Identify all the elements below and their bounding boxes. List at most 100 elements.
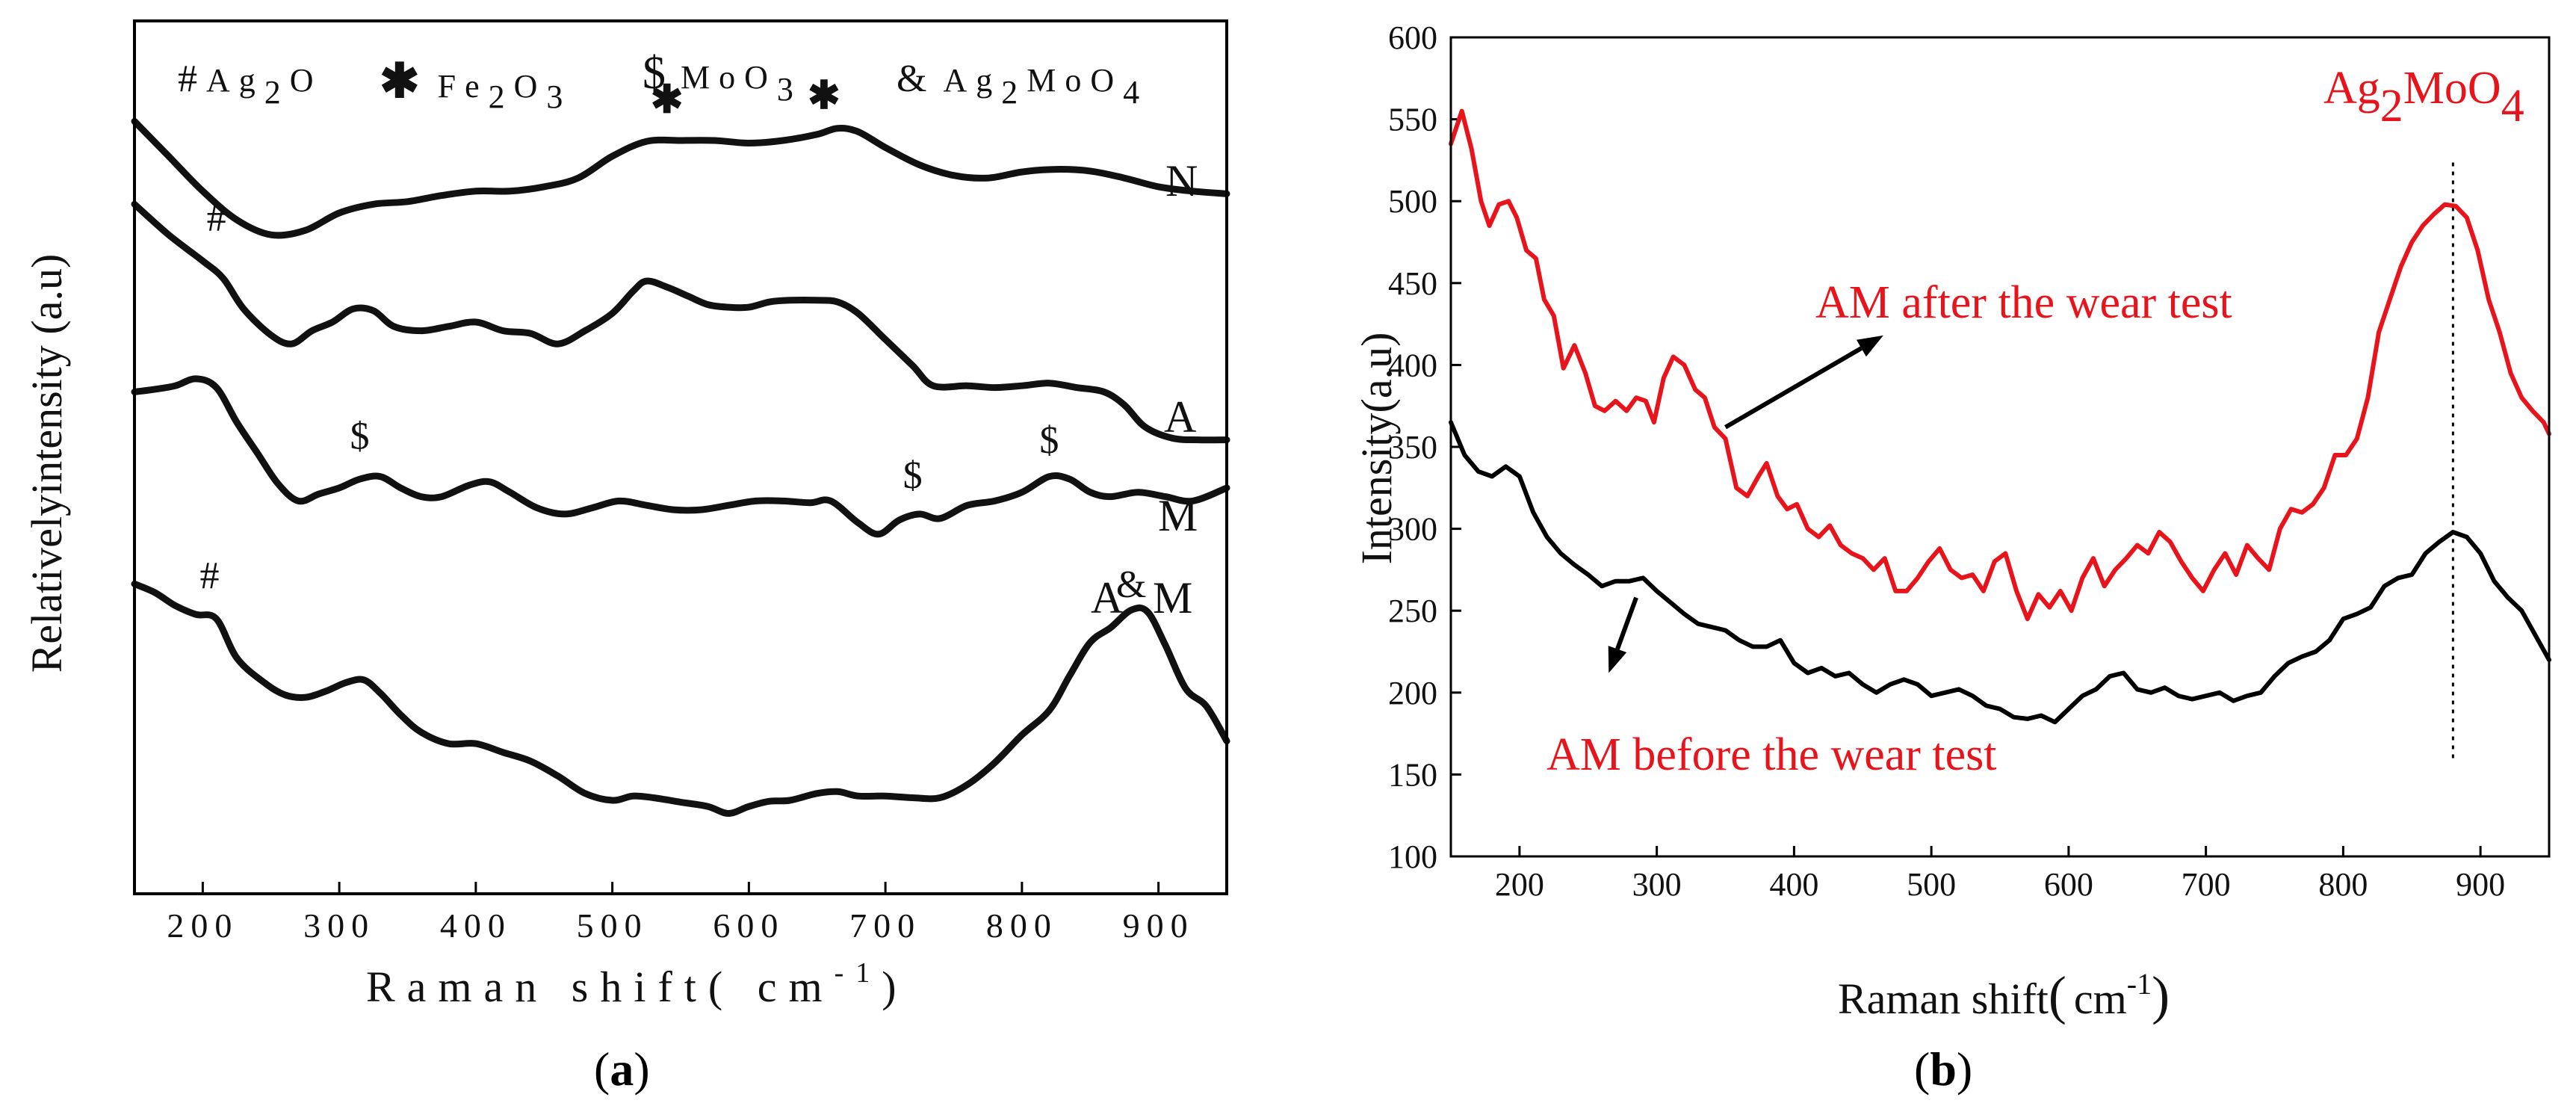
peak-marker: # xyxy=(207,197,226,239)
panel-a-x-axis-title-text: Raman shift( cm xyxy=(366,963,835,1011)
panel-a-series-group xyxy=(131,117,1230,817)
panel-a-y-axis-title: Relativelyintensity (a.u) xyxy=(22,254,71,673)
panel-a-x-axis-title-close: ) xyxy=(882,963,908,1011)
panel-b-y-tick-label: 200 xyxy=(1388,675,1437,711)
legend-fe2o3-sub2: 3 xyxy=(546,78,572,115)
series-line-am-before-the-wear-test xyxy=(1449,420,2551,725)
panel-b-x-tick-label: 700 xyxy=(2182,866,2231,903)
series-line-am-after-the-wear-test xyxy=(1449,108,2551,622)
panel-b-label-letter: b xyxy=(1930,1042,1957,1096)
peak-marker: $ xyxy=(903,454,923,497)
panel-b-x-tick-label: 600 xyxy=(2044,866,2093,903)
series-line-a xyxy=(131,200,1230,444)
legend-fe2o3-rest: O xyxy=(514,68,547,105)
panel-b-x-axis-title-sup: -1 xyxy=(2127,967,2152,1001)
legend-ag2o-sub: 2 xyxy=(264,74,290,111)
legend-ag2moo4-symbol: & xyxy=(897,58,935,100)
panel-a-x-axis-title: Raman shift( cm-1) xyxy=(366,957,908,1011)
series-line-m xyxy=(131,375,1230,538)
panel-a-x-tick-label: 600 xyxy=(713,906,784,945)
panel-b-x-tick-label: 200 xyxy=(1495,866,1544,903)
panel-b-x-axis-title: Raman shift(cm-1) xyxy=(1838,966,2170,1025)
panel-b-x-tick-label: 800 xyxy=(2318,866,2368,903)
panel-a-x-tick-label: 200 xyxy=(167,906,238,945)
panel-b-y-axis-title: Intensity(a.u) xyxy=(1352,333,1401,565)
legend-fe2o3-symbol: ✱ xyxy=(380,55,429,108)
panel-b-y-tick-label: 300 xyxy=(1388,511,1437,548)
legend-ag2moo4-entry: & Ag2MoO4 xyxy=(897,58,1148,111)
peak-marker: $ xyxy=(350,415,370,457)
annotation-arrow xyxy=(1724,335,1883,430)
panel-b-y-tick-label: 450 xyxy=(1388,265,1437,302)
panel-b-plot-frame xyxy=(1449,36,2551,858)
panel-b-x-tick-label: 400 xyxy=(1769,866,1818,903)
panel-a-x-tick-label: 400 xyxy=(440,906,512,945)
series-line-n xyxy=(131,117,1230,239)
peak-marker: ✱ xyxy=(651,79,684,122)
arrow-head xyxy=(1608,646,1627,673)
panel-b-x-tick-label: 500 xyxy=(1907,866,1956,903)
series-label-a: A xyxy=(1164,392,1207,442)
legend-fe2o3-sub: 2 xyxy=(489,78,514,115)
legend-ag2moo4-sub: 2 xyxy=(1001,74,1027,111)
panel-a-x-tick-label: 700 xyxy=(849,906,921,945)
panel-b-label: (b) xyxy=(1914,1042,1972,1096)
panel-b-x-tick-label: 900 xyxy=(2456,866,2505,903)
panel-a-peak-markers: ✱ ✱ # $ $ $ # & xyxy=(200,75,1147,606)
peak-marker: ✱ xyxy=(808,75,840,117)
panel-a-label-letter: a xyxy=(610,1042,634,1096)
panel-b-arrows xyxy=(1608,335,1883,673)
panel-b-x-axis-title-paren: ( xyxy=(2049,966,2066,1025)
panel-a-x-tick-label: 300 xyxy=(303,906,375,945)
series-label-m: M xyxy=(1158,491,1208,540)
chart-panel-a: 200 300 400 500 600 700 800 900 ✱ ✱#$$$# & #Ag2O … xyxy=(22,19,1230,1096)
series-label-am: A M xyxy=(1091,573,1203,622)
legend-ag2moo4-rest: MoO xyxy=(1027,62,1123,99)
panel-b-x-axis-title-text: Raman shift xyxy=(1838,974,2049,1023)
legend-ag2moo4-formula: Ag xyxy=(943,62,1001,99)
legend-ag2o-entry: #Ag2O xyxy=(178,58,323,111)
label-am-after: AM after the wear test xyxy=(1815,277,2232,328)
legend-moo3-sub: 3 xyxy=(777,71,802,108)
panel-a-plot-frame xyxy=(133,19,1228,895)
panel-b-y-tick-label: 400 xyxy=(1388,347,1437,383)
peak-label-sub2: 4 xyxy=(2501,81,2524,132)
panel-b-y-tick-label: 150 xyxy=(1388,756,1437,793)
panel-a-label: (a) xyxy=(594,1042,650,1096)
arrow-shaft xyxy=(1724,346,1863,430)
series-line-a-m xyxy=(131,580,1230,817)
arrow-shaft xyxy=(1615,596,1638,650)
panel-a-x-ticks: 200 300 400 500 600 700 800 900 xyxy=(167,882,1195,945)
panel-a-x-tick-label: 900 xyxy=(1123,906,1195,945)
peak-label-rest: MoO xyxy=(2403,63,2501,114)
panel-a-x-axis-title-sup: -1 xyxy=(835,957,882,989)
panel-a-x-tick-label: 800 xyxy=(986,906,1058,945)
peak-label-formula: Ag xyxy=(2323,63,2380,114)
panel-b-series-group xyxy=(1449,108,2551,725)
legend-ag2o-formula: Ag xyxy=(206,62,264,99)
legend-fe2o3-formula: Fe xyxy=(438,68,489,105)
chart-panel-b: 200 300 400 500 600 700 800 900 100 150 200 250 300 3… xyxy=(1352,19,2551,1096)
panel-a-legend: #Ag2O ✱ Fe2O3 $ MoO3 & Ag2MoO4 xyxy=(178,48,1148,115)
peak-marker: $ xyxy=(1039,419,1059,462)
label-am-before: AM before the wear test xyxy=(1546,729,1997,780)
panel-b-y-tick-label: 100 xyxy=(1388,838,1437,875)
panel-b-y-tick-label: 600 xyxy=(1388,19,1437,56)
peak-marker: # xyxy=(200,554,220,597)
legend-moo3-entry: $ MoO3 xyxy=(643,48,802,108)
panel-a-x-tick-label: 500 xyxy=(577,906,648,945)
legend-fe2o3-entry: ✱ Fe2O3 xyxy=(380,55,572,115)
panel-b-y-tick-label: 550 xyxy=(1388,102,1437,138)
peak-marker: & xyxy=(1116,563,1146,606)
legend-ag2o-symbol: # xyxy=(178,58,206,100)
panel-b-y-tick-label: 250 xyxy=(1388,593,1437,629)
panel-b-y-tick-label: 350 xyxy=(1388,429,1437,466)
peak-label-sub: 2 xyxy=(2380,81,2403,132)
arrow-head xyxy=(1856,335,1883,357)
legend-moo3-symbol: $ xyxy=(643,48,675,99)
peak-label-ag2moo4: Ag2MoO4 xyxy=(2323,63,2524,132)
legend-ag2moo4-sub2: 4 xyxy=(1123,74,1148,111)
panel-b-y-tick-label: 500 xyxy=(1388,183,1437,220)
panel-b-ticks: 200 300 400 500 600 700 800 900 100 150 200 250 300 3… xyxy=(1388,19,2505,903)
